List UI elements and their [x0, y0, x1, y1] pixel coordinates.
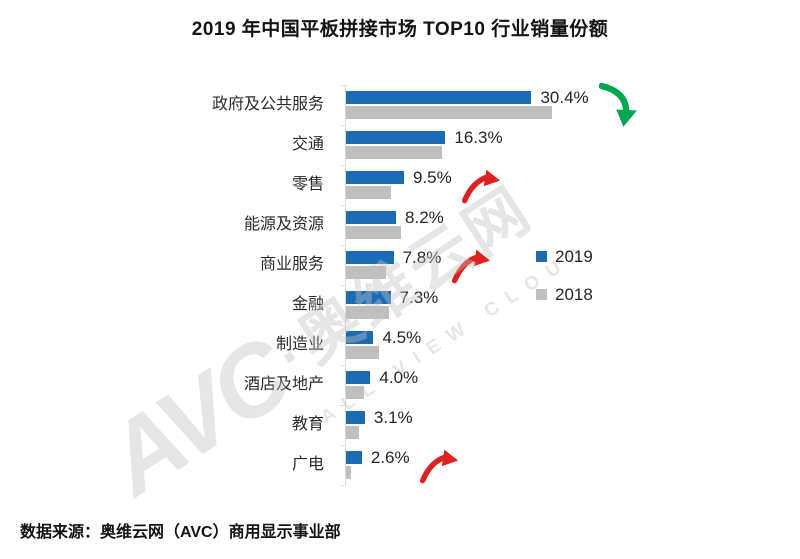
category-label: 制造业 [275, 336, 324, 353]
category-label: 商业服务 [259, 256, 324, 273]
bar-row: 教育 3.1% [0, 405, 800, 445]
bar-group: 8.2% [346, 205, 800, 245]
bar-group: 9.5% [346, 165, 800, 205]
bar-2019 [346, 91, 532, 104]
bar-row: 金融 7.3% [0, 285, 800, 325]
trend-up-arrow-icon [419, 449, 459, 490]
bar-row: 政府及公共服务 30.4% [0, 82, 800, 127]
value-label: 9.5% [412, 168, 452, 187]
bar-group: 4.0% [346, 365, 800, 405]
legend: 2019 2018 [536, 248, 593, 324]
bar-group: 2.6% [346, 445, 800, 485]
legend-swatch-2019 [536, 251, 547, 262]
chart-title: 2019 年中国平板拼接市场 TOP10 行业销量份额 [191, 19, 609, 40]
axis-tick [340, 365, 345, 366]
value-label: 16.3% [454, 128, 503, 147]
bar-2019 [346, 131, 446, 144]
bar-row: 零售 9.5% [0, 165, 800, 205]
bar-2019 [346, 211, 397, 224]
bar-row: 交通 16.3% [0, 125, 800, 165]
bar-2018 [346, 466, 351, 479]
axis-tick [340, 125, 345, 126]
legend-label-2018: 2018 [555, 285, 593, 304]
bar-row: 制造业 4.5% [0, 325, 800, 365]
bar-2019 [346, 451, 362, 464]
bar-2018 [346, 146, 443, 159]
bar-2018 [346, 306, 389, 319]
bar-2018 [346, 186, 391, 199]
chart-area: AVC · 奥维云网 ALL VIEW CLOUD 政府及公共服务 30.4% 交… [0, 82, 800, 516]
bar-group: 16.3% [346, 125, 800, 165]
legend-item-2019: 2019 [536, 248, 593, 265]
bar-row: 商业服务 7.8% [0, 245, 800, 285]
bar-2018 [346, 426, 360, 439]
trend-up-arrow-icon [461, 169, 501, 210]
axis-tick [340, 85, 345, 86]
value-label: 3.1% [373, 408, 413, 427]
value-label: 7.8% [402, 248, 442, 267]
bar-group: 7.8% [346, 245, 800, 285]
value-label: 4.0% [379, 368, 419, 387]
axis-tick [340, 165, 345, 166]
bar-2019 [346, 291, 391, 304]
bar-rows: 政府及公共服务 30.4% 交通 16.3% 零售 9.5% 能源及资源 8.2% 商业服务… [0, 82, 800, 485]
trend-down-arrow-icon [598, 82, 637, 132]
bar-2018 [346, 386, 365, 399]
bar-group: 30.4% [346, 82, 800, 127]
bar-row: 广电 2.6% [0, 445, 800, 485]
value-label: 4.5% [382, 328, 422, 347]
bar-2018 [346, 346, 379, 359]
bar-2018 [346, 106, 553, 119]
legend-label-2019: 2019 [555, 247, 593, 266]
bar-2019 [346, 171, 404, 184]
source-note: 数据来源：奥维云网（AVC）商用显示事业部 [20, 524, 341, 541]
bar-group: 3.1% [346, 405, 800, 445]
value-label: 8.2% [405, 208, 444, 227]
axis-tick [340, 445, 345, 446]
value-label: 7.3% [399, 288, 439, 307]
value-label: 2.6% [370, 448, 410, 467]
axis-tick [340, 405, 345, 406]
bar-2018 [346, 266, 387, 279]
bar-2019 [346, 251, 394, 264]
bar-group: 7.3% [346, 285, 800, 325]
axis-tick [340, 285, 345, 286]
bar-2019 [346, 371, 371, 384]
y-axis-line [345, 85, 346, 485]
legend-swatch-2018 [536, 289, 547, 300]
legend-item-2018: 2018 [536, 286, 593, 303]
category-label: 零售 [291, 176, 324, 193]
category-label: 广电 [291, 456, 324, 473]
category-label: 政府及公共服务 [211, 96, 324, 113]
bar-2019 [346, 411, 365, 424]
value-label: 30.4% [540, 88, 589, 107]
bar-row: 酒店及地产 4.0% [0, 365, 800, 405]
category-label: 教育 [291, 416, 324, 433]
category-label: 酒店及地产 [243, 376, 324, 393]
category-label: 交通 [291, 136, 324, 153]
bar-2018 [346, 226, 401, 239]
trend-up-arrow-icon [451, 249, 491, 290]
category-label: 能源及资源 [243, 216, 324, 233]
axis-tick [340, 485, 345, 486]
bar-row: 能源及资源 8.2% [0, 205, 800, 245]
axis-tick [340, 325, 345, 326]
bar-group: 4.5% [346, 325, 800, 365]
axis-tick [340, 245, 345, 246]
axis-tick [340, 205, 345, 206]
bar-2019 [346, 331, 374, 344]
category-label: 金融 [291, 296, 324, 313]
